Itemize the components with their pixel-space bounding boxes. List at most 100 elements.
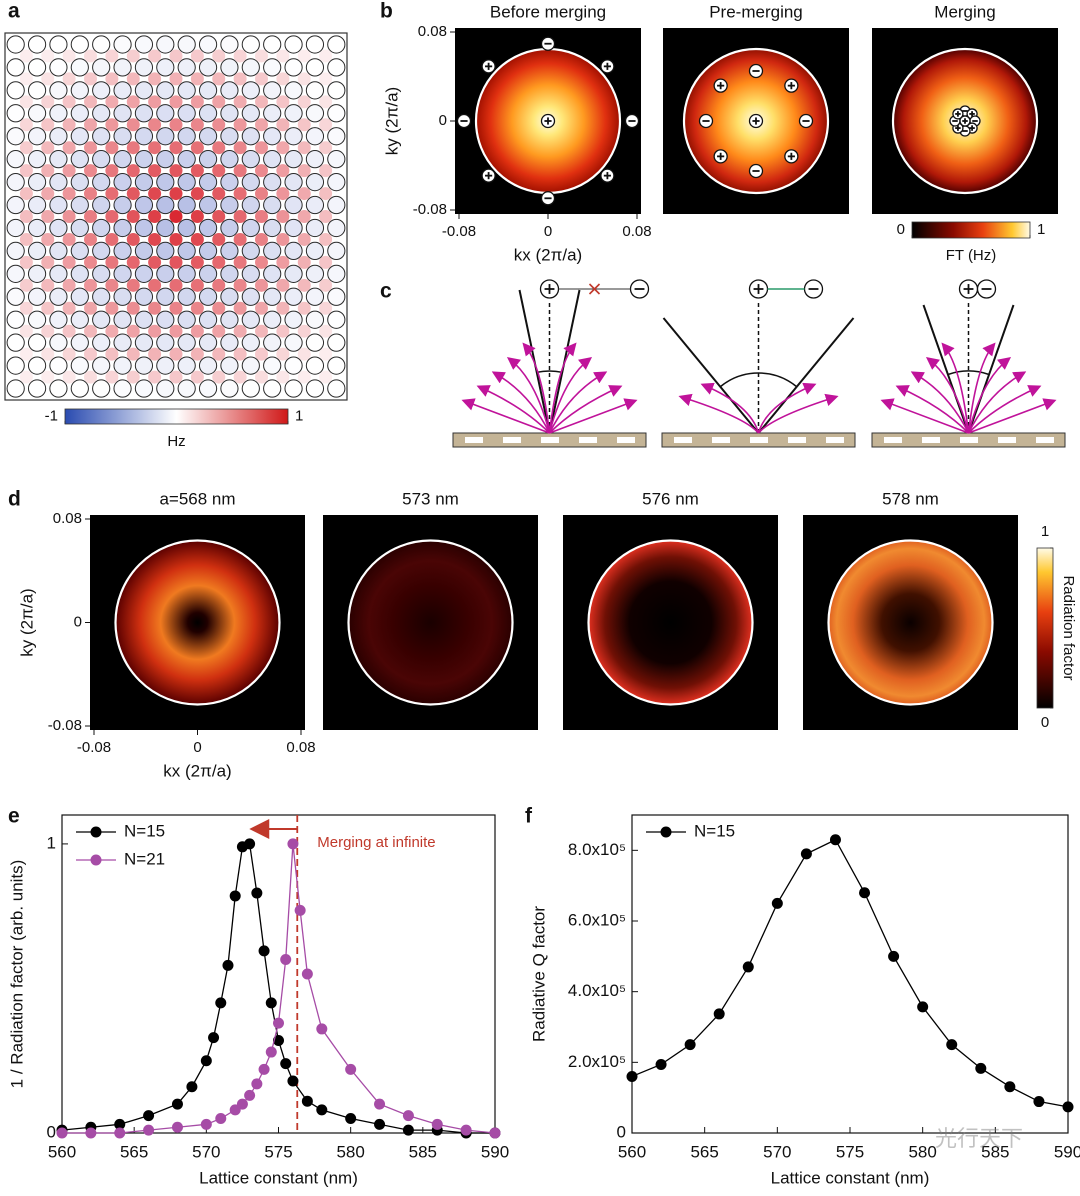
air-hole	[284, 264, 303, 283]
air-hole	[263, 333, 282, 352]
field-spot	[190, 164, 204, 178]
field-spot	[319, 187, 333, 201]
air-hole	[177, 264, 196, 283]
air-hole	[241, 81, 260, 100]
air-hole	[220, 104, 239, 123]
field-spot	[169, 324, 183, 338]
air-hole	[241, 195, 260, 215]
radiation	[548, 371, 608, 434]
field-spot	[297, 255, 311, 269]
air-hole	[27, 104, 47, 123]
air-hole	[177, 35, 196, 54]
field-spot	[169, 72, 183, 86]
air-hole	[156, 195, 175, 215]
field-spot	[233, 95, 247, 109]
air-hole	[113, 58, 132, 77]
field-spot	[41, 187, 55, 201]
field-spot	[126, 118, 140, 132]
air-hole	[177, 310, 196, 329]
air-hole	[327, 218, 346, 238]
field-spot	[126, 95, 140, 109]
air-hole	[113, 195, 132, 215]
field-spot	[126, 210, 140, 223]
colorbar-title: FT (Hz)	[946, 247, 997, 264]
field-spot	[105, 72, 119, 86]
field-spot	[169, 164, 183, 178]
air-hole	[6, 35, 25, 54]
field-spot	[276, 301, 290, 315]
field-spot	[126, 324, 140, 338]
radiation	[967, 342, 996, 434]
air-hole	[49, 172, 68, 192]
air-hole	[70, 81, 89, 100]
air-hole	[6, 379, 25, 398]
air-hole	[49, 81, 68, 100]
y-tick-label: 4.0x10⁵	[568, 981, 626, 1000]
field-spot	[169, 49, 183, 63]
air-hole	[49, 333, 68, 352]
field-spot	[297, 187, 311, 201]
data-point	[280, 1058, 292, 1070]
colorbar-tick-label: 0	[897, 221, 905, 238]
substrate-gap	[922, 437, 940, 443]
data-point	[287, 838, 299, 850]
field-spot	[105, 370, 119, 384]
field-spot	[212, 210, 226, 223]
data-point	[200, 1118, 212, 1130]
air-hole	[156, 310, 175, 329]
air-hole	[6, 81, 25, 100]
data-point	[258, 1063, 270, 1075]
data-point	[771, 897, 783, 909]
air-hole	[177, 287, 196, 306]
air-hole	[49, 218, 68, 238]
field-spot	[212, 187, 226, 201]
substrate-gap	[617, 437, 635, 443]
colorbar-tick-label: 1	[1041, 523, 1049, 540]
air-hole	[92, 287, 111, 306]
data-point	[460, 1124, 472, 1136]
substrate-gap	[541, 437, 559, 443]
field-spot	[41, 164, 55, 178]
field-spot	[169, 301, 183, 315]
field-spot	[212, 324, 226, 338]
field-spot	[105, 95, 119, 109]
field-spot	[148, 118, 162, 132]
y-tick-label: 6.0x10⁵	[568, 910, 626, 929]
field-spot	[105, 255, 119, 269]
air-hole	[177, 356, 196, 375]
data-point	[1004, 1081, 1016, 1093]
air-hole	[70, 356, 89, 375]
field-spot	[126, 141, 140, 155]
field-spot	[169, 210, 183, 223]
data-point	[215, 997, 227, 1009]
air-hole	[27, 218, 47, 238]
field-spot	[319, 370, 333, 384]
field-spot	[190, 370, 204, 384]
field-spot	[276, 324, 290, 338]
field-spot	[62, 255, 76, 269]
data-point	[258, 945, 270, 957]
cone-angle	[719, 372, 798, 388]
data-point	[114, 1118, 126, 1130]
x-tick-label: 565	[120, 1142, 148, 1161]
field-spot	[62, 72, 76, 86]
air-hole	[27, 35, 47, 54]
air-hole	[6, 127, 25, 146]
air-hole	[134, 104, 154, 123]
field-spot	[319, 301, 333, 315]
radiation	[700, 382, 760, 434]
field-spot	[233, 255, 247, 269]
air-hole	[156, 333, 175, 352]
field-spot	[62, 370, 76, 384]
radiation	[967, 371, 1027, 434]
data-point	[345, 1113, 357, 1125]
air-hole	[198, 127, 218, 146]
field-spot	[62, 347, 76, 361]
air-hole	[220, 379, 239, 398]
data-point	[229, 890, 241, 902]
data-point	[489, 1127, 501, 1139]
field-spot	[233, 141, 247, 155]
field-spot	[319, 141, 333, 155]
field-spot	[276, 232, 290, 246]
data-point	[200, 1055, 212, 1067]
